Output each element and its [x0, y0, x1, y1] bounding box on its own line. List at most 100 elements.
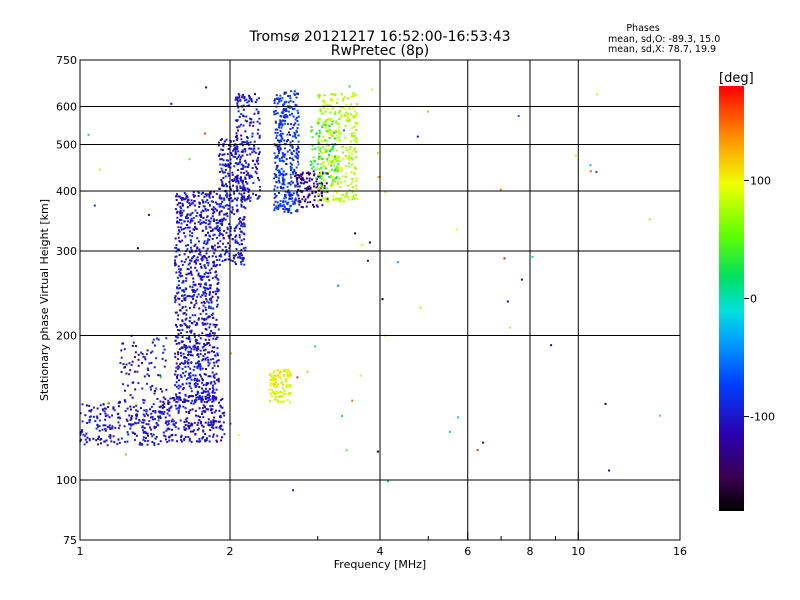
scatter-point: [350, 183, 352, 186]
scatter-point: [216, 283, 219, 285]
scatter-point: [281, 132, 284, 135]
scatter-point: [163, 365, 166, 368]
scatter-point: [135, 415, 138, 418]
scatter-point: [97, 425, 100, 428]
scatter-point: [176, 216, 179, 219]
scatter-point: [289, 128, 292, 130]
scatter-point: [355, 137, 358, 140]
scatter-point: [192, 290, 194, 293]
scatter-point: [334, 111, 337, 114]
scatter-point: [226, 215, 229, 218]
scatter-point: [177, 351, 179, 354]
scatter-point: [159, 411, 162, 414]
scatter-point: [187, 350, 190, 353]
scatter-point: [177, 409, 180, 412]
scatter-point: [204, 405, 207, 408]
scatter-point: [197, 259, 200, 262]
scatter-point: [184, 394, 187, 397]
scatter-point: [194, 377, 196, 380]
scatter-point: [160, 376, 162, 379]
scatter-point: [212, 337, 215, 340]
scatter-point: [243, 96, 246, 99]
scatter-point: [280, 134, 283, 137]
scatter-point: [233, 165, 236, 168]
scatter-point: [159, 400, 162, 403]
scatter-point: [193, 304, 196, 307]
scatter-point: [176, 276, 179, 279]
scatter-point: [178, 404, 181, 407]
scatter-point: [283, 206, 286, 208]
scatter-point: [248, 147, 251, 150]
scatter-point: [223, 414, 226, 417]
scatter-point: [352, 106, 355, 109]
scatter-point: [218, 194, 221, 197]
scatter-point: [241, 195, 244, 198]
scatter-point: [355, 180, 358, 183]
scatter-point: [317, 146, 320, 149]
scatter-point: [299, 177, 302, 180]
scatter-point: [215, 409, 217, 412]
scatter-point: [135, 434, 138, 437]
scatter-point: [274, 109, 277, 112]
scatter-point: [208, 305, 211, 308]
scatter-point: [175, 342, 178, 345]
scatter-point: [293, 168, 296, 171]
scatter-point: [233, 229, 236, 232]
scatter-point: [227, 242, 229, 245]
scatter-point: [299, 173, 302, 176]
scatter-point: [184, 298, 187, 301]
scatter-point: [286, 133, 289, 136]
scatter-point: [179, 202, 182, 204]
scatter-point: [246, 140, 249, 143]
scatter-point: [348, 165, 351, 168]
scatter-point: [161, 390, 164, 393]
scatter-point: [289, 97, 292, 100]
scatter-point: [98, 168, 101, 171]
scatter-point: [197, 362, 200, 365]
scatter-point: [185, 344, 187, 347]
scatter-point: [287, 123, 289, 125]
scatter-point: [287, 201, 290, 204]
scatter-point: [191, 314, 194, 317]
scatter-point: [230, 197, 233, 200]
scatter-point: [174, 295, 177, 298]
scatter-point: [192, 193, 195, 196]
scatter-point: [215, 420, 218, 423]
scatter-point: [279, 146, 282, 149]
scatter-point: [242, 115, 245, 118]
scatter-point: [234, 151, 237, 154]
scatter-point: [194, 261, 197, 264]
scatter-point: [239, 177, 242, 180]
scatter-point: [125, 372, 128, 375]
scatter-point: [282, 170, 285, 173]
scatter-point: [240, 193, 243, 196]
scatter-point: [188, 336, 191, 339]
scatter-point: [326, 190, 329, 193]
scatter-point: [284, 120, 287, 122]
scatter-point: [185, 420, 188, 423]
scatter-point: [205, 194, 208, 197]
scatter-point: [306, 201, 309, 204]
scatter-point: [231, 200, 234, 203]
scatter-point: [232, 184, 234, 187]
scatter-point: [188, 326, 190, 329]
scatter-point: [224, 175, 227, 178]
scatter-point: [207, 418, 210, 421]
scatter-point: [197, 421, 200, 424]
scatter-point: [236, 187, 239, 190]
scatter-point: [189, 372, 192, 375]
scatter-point: [194, 346, 197, 349]
scatter-point: [232, 257, 235, 260]
scatter-point: [202, 425, 205, 428]
scatter-point: [185, 382, 188, 385]
scatter-point: [312, 156, 315, 159]
scatter-point: [206, 356, 209, 359]
scatter-point: [376, 450, 379, 453]
scatter-point: [289, 94, 291, 97]
scatter-point: [173, 399, 176, 402]
scatter-point: [157, 415, 160, 418]
scatter-point: [351, 177, 354, 180]
scatter-point: [210, 297, 213, 300]
scatter-point: [352, 94, 355, 97]
scatter-point: [252, 182, 255, 184]
